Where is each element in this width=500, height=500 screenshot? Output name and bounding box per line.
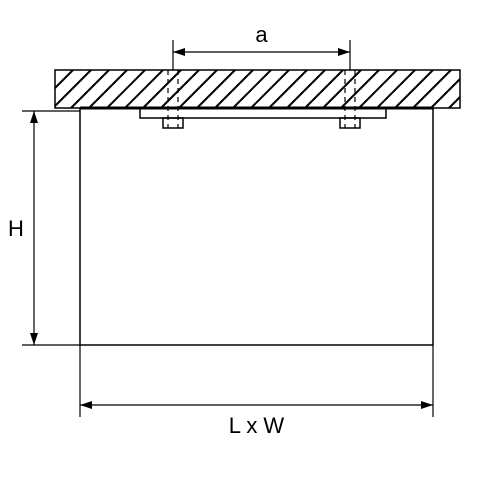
dimension-a-label: a: [255, 22, 268, 47]
dimension-a: a: [173, 22, 350, 70]
fixture-body: [80, 108, 433, 345]
dimension-diagram: a H L x W: [0, 0, 500, 500]
dimension-h: H: [8, 111, 80, 345]
dimension-lxw-label: L x W: [229, 413, 285, 438]
hatched-mounting-surface: [55, 70, 460, 108]
mount-tabs: [163, 118, 360, 128]
dimension-lxw: L x W: [80, 345, 433, 438]
dimension-h-label: H: [8, 216, 24, 241]
